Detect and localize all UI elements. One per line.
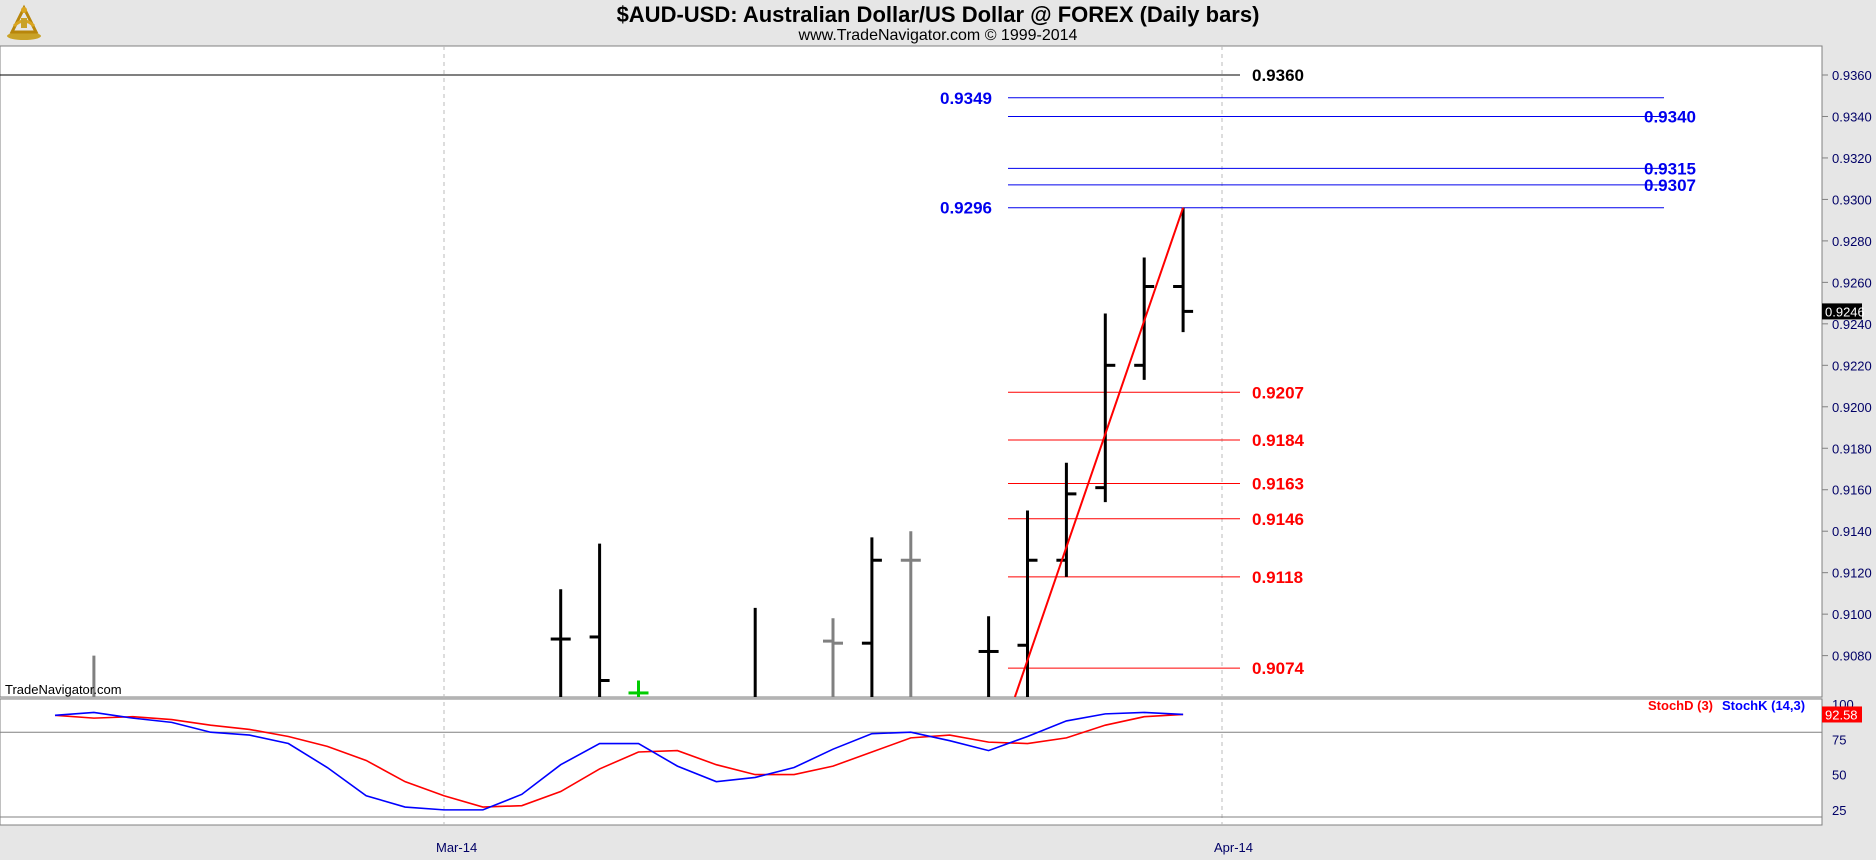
price-tick-label: 0.9200 <box>1832 400 1872 415</box>
stoch-legend: StochD (3) StochK (14,3) <box>1648 698 1805 713</box>
horizontal-line-label: 0.9360 <box>1252 66 1304 85</box>
horizontal-lines: 0.9360 <box>0 66 1304 85</box>
legend-stochk: StochK (14,3) <box>1722 698 1805 713</box>
trendline[interactable] <box>1013 207 1185 698</box>
date-tick-label: Mar-14 <box>436 840 477 855</box>
fib-extension-label: 0.9307 <box>1644 176 1696 195</box>
price-tick-label: 0.9220 <box>1832 358 1872 373</box>
price-tick-label: 0.9160 <box>1832 483 1872 498</box>
price-tick-label: 0.9140 <box>1832 524 1872 539</box>
price-tick-label: 0.9300 <box>1832 192 1872 207</box>
price-tick-label: 0.9260 <box>1832 275 1872 290</box>
price-tick-label: 0.9120 <box>1832 566 1872 581</box>
fib-retracement-label: 0.9118 <box>1252 568 1303 587</box>
last-price-tag <box>1822 303 1862 320</box>
price-tick-label: 0.9360 <box>1832 68 1872 83</box>
stochastic-lines <box>54 711 1184 811</box>
price-tick-label: 0.9280 <box>1832 234 1872 249</box>
price-tick-label: 0.9080 <box>1832 649 1872 664</box>
fib-retracement-label: 0.9074 <box>1252 659 1305 678</box>
price-tick-label: 0.9100 <box>1832 607 1872 622</box>
price-tick-label: 0.9240 <box>1832 317 1872 332</box>
last-price-label: 0.9246 <box>1825 304 1865 319</box>
fibonacci-levels: 0.9207 0.9184 0.9163 0.9146 0.9118 0.9074 0.93… <box>940 89 1696 678</box>
price-axis: 0.9080 0.9100 0.9120 0.9140 0.9160 0.9180 0.92… <box>1821 46 1872 697</box>
stoch-last-tag <box>1822 706 1862 723</box>
chart-subtitle: www.TradeNavigator.com © 1999-2014 <box>798 27 1078 44</box>
price-tick-label: 0.9320 <box>1832 151 1872 166</box>
watermark: TradeNavigator.com <box>5 682 122 697</box>
fib-retracement-label: 0.9184 <box>1252 431 1305 450</box>
sextant-logo-icon <box>7 4 41 40</box>
stoch-line-d <box>54 713 1184 808</box>
stoch-tick-label: 75 <box>1832 732 1846 747</box>
fib-retracement-label: 0.9146 <box>1252 510 1304 529</box>
trendline-segment <box>1013 207 1185 698</box>
date-tick-label: Apr-14 <box>1214 840 1253 855</box>
fib-retracement-label: 0.9207 <box>1252 383 1304 402</box>
stoch-tick-label: 25 <box>1832 803 1846 818</box>
price-tick-label: 0.9180 <box>1832 441 1872 456</box>
chart-title: $AUD-USD: Australian Dollar/US Dollar @ … <box>616 2 1260 27</box>
stoch-panel <box>0 698 1823 826</box>
fib-extension-label: 0.9296 <box>940 199 992 218</box>
date-axis: Mar-14 Apr-14 <box>436 840 1253 855</box>
ohlc-bars <box>92 207 1194 697</box>
stoch-line-k <box>54 711 1184 811</box>
price-tick-label: 0.9340 <box>1832 109 1872 124</box>
fib-extension-label: 0.9340 <box>1644 107 1696 126</box>
stoch-tick-label: 50 <box>1832 768 1846 783</box>
fib-extension-label: 0.9349 <box>940 89 992 108</box>
fib-retracement-label: 0.9163 <box>1252 475 1304 494</box>
legend-stochd: StochD (3) <box>1648 698 1713 713</box>
stoch-last-label: 92.58 <box>1825 707 1858 722</box>
fib-extension-label: 0.9315 <box>1644 159 1696 178</box>
